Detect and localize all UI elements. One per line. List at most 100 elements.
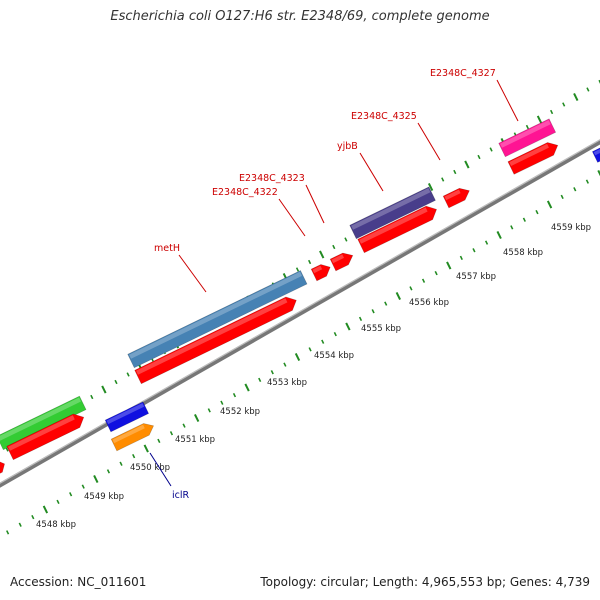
yjbB-cds-feature bbox=[357, 205, 437, 254]
iclr-label: iclR bbox=[172, 490, 190, 501]
ruler-label: 4554 kbp bbox=[314, 351, 354, 361]
metH-cds-feature-body bbox=[134, 296, 297, 385]
outer-tick bbox=[550, 109, 554, 115]
gene-blue-edge-feature-shine bbox=[593, 148, 600, 156]
outer-tick bbox=[427, 182, 434, 192]
e2348c-4327-gene-feature-body bbox=[498, 118, 557, 158]
inner-tick bbox=[270, 370, 274, 375]
outer-tick bbox=[489, 147, 493, 152]
inner-tick bbox=[220, 400, 224, 405]
inner-tick bbox=[244, 383, 250, 392]
outer-tick bbox=[598, 79, 600, 84]
ruler-label: 4556 kbp bbox=[409, 298, 449, 308]
outer-tick bbox=[525, 124, 529, 130]
inner-tick bbox=[18, 522, 22, 527]
ruler-label: 4552 kbp bbox=[220, 407, 260, 417]
inner-tick bbox=[258, 377, 262, 383]
inner-tick bbox=[283, 362, 287, 367]
e2348c-4327-gene-feature bbox=[498, 118, 557, 158]
iclr-leader-line bbox=[149, 452, 172, 487]
methH-gene-feature-shine bbox=[129, 271, 302, 359]
outer-tick bbox=[536, 115, 543, 124]
inner-tick bbox=[6, 530, 10, 535]
gene-green-feature-shine bbox=[0, 397, 82, 441]
e2348c-4325-cds-feature-body bbox=[442, 187, 470, 209]
inner-tick bbox=[294, 352, 301, 362]
inner-tick bbox=[119, 461, 123, 466]
e2348c-4322-cds-feature-shine bbox=[312, 265, 323, 274]
outer-tick bbox=[477, 154, 481, 160]
ruler-label: 4550 kbp bbox=[130, 463, 170, 473]
yjbb-label: yjbB bbox=[337, 141, 358, 152]
outer-tick bbox=[344, 237, 348, 242]
outer-tick bbox=[101, 385, 107, 394]
yjbB-gene-feature-body bbox=[349, 186, 436, 240]
outer-tick bbox=[441, 177, 445, 182]
meth-leader-line bbox=[178, 254, 207, 293]
inner-tick bbox=[496, 230, 502, 240]
inner-tick bbox=[384, 301, 388, 306]
accession-text: Accession: NC_011601 bbox=[10, 575, 147, 589]
inner-tick bbox=[345, 322, 351, 331]
methH-gene-feature bbox=[127, 270, 308, 369]
ruler-label: 4548 kbp bbox=[36, 520, 76, 530]
e2348c-4327-cds-feature bbox=[507, 142, 559, 175]
ruler-label: 4558 kbp bbox=[503, 248, 543, 258]
outer-tick bbox=[453, 169, 457, 175]
inner-tick bbox=[321, 339, 325, 344]
inner-tick bbox=[93, 474, 99, 484]
inner-tick bbox=[446, 261, 452, 270]
inner-tick bbox=[395, 291, 401, 301]
meth-label: metH bbox=[154, 243, 180, 254]
e2348c-4327-label: E2348C_4327 bbox=[430, 68, 496, 79]
e2348c-4323-leader-line bbox=[305, 184, 325, 224]
gene-blue-edge-feature bbox=[591, 146, 600, 163]
metH-cds-feature bbox=[134, 296, 297, 385]
ruler-label: 4559 kbp bbox=[551, 223, 591, 233]
e2348c-4327-cds-feature-shine bbox=[509, 143, 549, 166]
e2348c-4323-cds-feature-body bbox=[329, 252, 354, 272]
inner-tick bbox=[585, 179, 589, 184]
inner-tick bbox=[308, 347, 312, 352]
outer-tick bbox=[332, 244, 336, 250]
inner-tick bbox=[546, 200, 553, 209]
yjbB-cds-feature-body bbox=[357, 205, 437, 254]
inner-tick bbox=[573, 187, 577, 192]
inner-tick bbox=[106, 469, 111, 474]
outer-tick bbox=[114, 379, 118, 385]
iclR-gene-feature bbox=[104, 401, 150, 433]
inner-tick bbox=[484, 240, 489, 245]
inner-tick bbox=[169, 431, 174, 436]
cds-feature-shine bbox=[8, 415, 75, 451]
cds-feature bbox=[0, 460, 5, 477]
e2348c-4322-label: E2348C_4322 bbox=[212, 187, 278, 198]
inner-tick bbox=[472, 248, 476, 253]
outer-tick bbox=[5, 447, 9, 452]
e2348c-4323-cds-feature bbox=[329, 252, 354, 272]
e2348c-4327-gene-feature-shine bbox=[500, 120, 551, 148]
inner-tick bbox=[132, 453, 136, 459]
outer-tick bbox=[464, 160, 470, 169]
outer-tick bbox=[573, 92, 579, 102]
inner-tick bbox=[358, 316, 363, 322]
ruler-label: 4551 kbp bbox=[175, 435, 215, 445]
iclR-gene-feature-shine bbox=[106, 403, 145, 425]
outer-tick bbox=[295, 267, 300, 272]
inner-tick bbox=[81, 484, 85, 489]
inner-tick bbox=[194, 413, 200, 423]
e2348c-4325-cds-feature bbox=[442, 187, 470, 209]
cds-feature-body bbox=[0, 460, 5, 477]
e2348c-4325-label: E2348C_4325 bbox=[351, 111, 417, 122]
genome-backbone-highlight bbox=[0, 139, 600, 484]
gene-green-feature bbox=[0, 395, 87, 451]
inner-tick bbox=[409, 286, 413, 291]
outer-tick bbox=[308, 259, 312, 265]
ruler-label: 4549 kbp bbox=[84, 492, 124, 502]
genome-summary-text: Topology: circular; Length: 4,965,553 bp… bbox=[260, 575, 590, 589]
inner-tick bbox=[459, 255, 463, 261]
outer-tick bbox=[586, 87, 590, 92]
inner-tick bbox=[535, 209, 539, 215]
methH-gene-feature-body bbox=[127, 270, 308, 369]
outer-tick bbox=[562, 102, 566, 107]
